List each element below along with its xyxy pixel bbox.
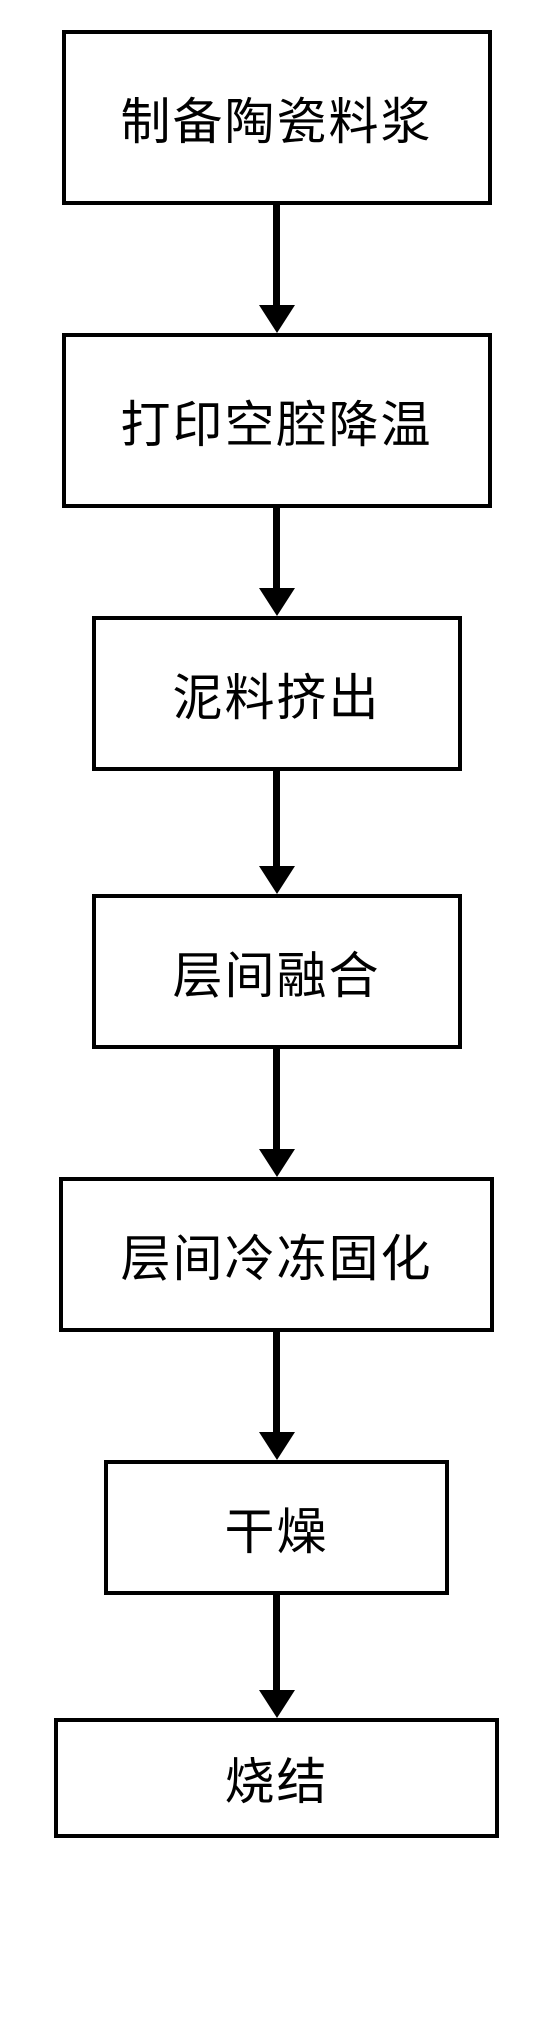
- flowchart-arrow-1: [259, 205, 295, 333]
- flowchart-arrow-2: [259, 508, 295, 616]
- arrow-line: [273, 508, 280, 588]
- arrow-head-icon: [259, 1432, 295, 1460]
- arrow-head-icon: [259, 1690, 295, 1718]
- flowchart-node-7: 烧结: [54, 1718, 499, 1838]
- flowchart-node-4: 层间融合: [92, 894, 462, 1049]
- flowchart-arrow-4: [259, 1049, 295, 1177]
- arrow-head-icon: [259, 866, 295, 894]
- flowchart-node-1: 制备陶瓷料浆: [62, 30, 492, 205]
- arrow-head-icon: [259, 588, 295, 616]
- flowchart-arrow-5: [259, 1332, 295, 1460]
- flowchart-container: 制备陶瓷料浆 打印空腔降温 泥料挤出 层间融合 层间冷冻固化 干燥 烧结: [0, 30, 553, 1838]
- arrow-line: [273, 771, 280, 866]
- arrow-line: [273, 1595, 280, 1690]
- arrow-head-icon: [259, 305, 295, 333]
- arrow-head-icon: [259, 1149, 295, 1177]
- flowchart-node-3: 泥料挤出: [92, 616, 462, 771]
- arrow-line: [273, 1332, 280, 1432]
- flowchart-arrow-6: [259, 1595, 295, 1718]
- flowchart-node-2: 打印空腔降温: [62, 333, 492, 508]
- flowchart-node-5: 层间冷冻固化: [59, 1177, 494, 1332]
- flowchart-arrow-3: [259, 771, 295, 894]
- flowchart-node-6: 干燥: [104, 1460, 449, 1595]
- arrow-line: [273, 1049, 280, 1149]
- arrow-line: [273, 205, 280, 305]
